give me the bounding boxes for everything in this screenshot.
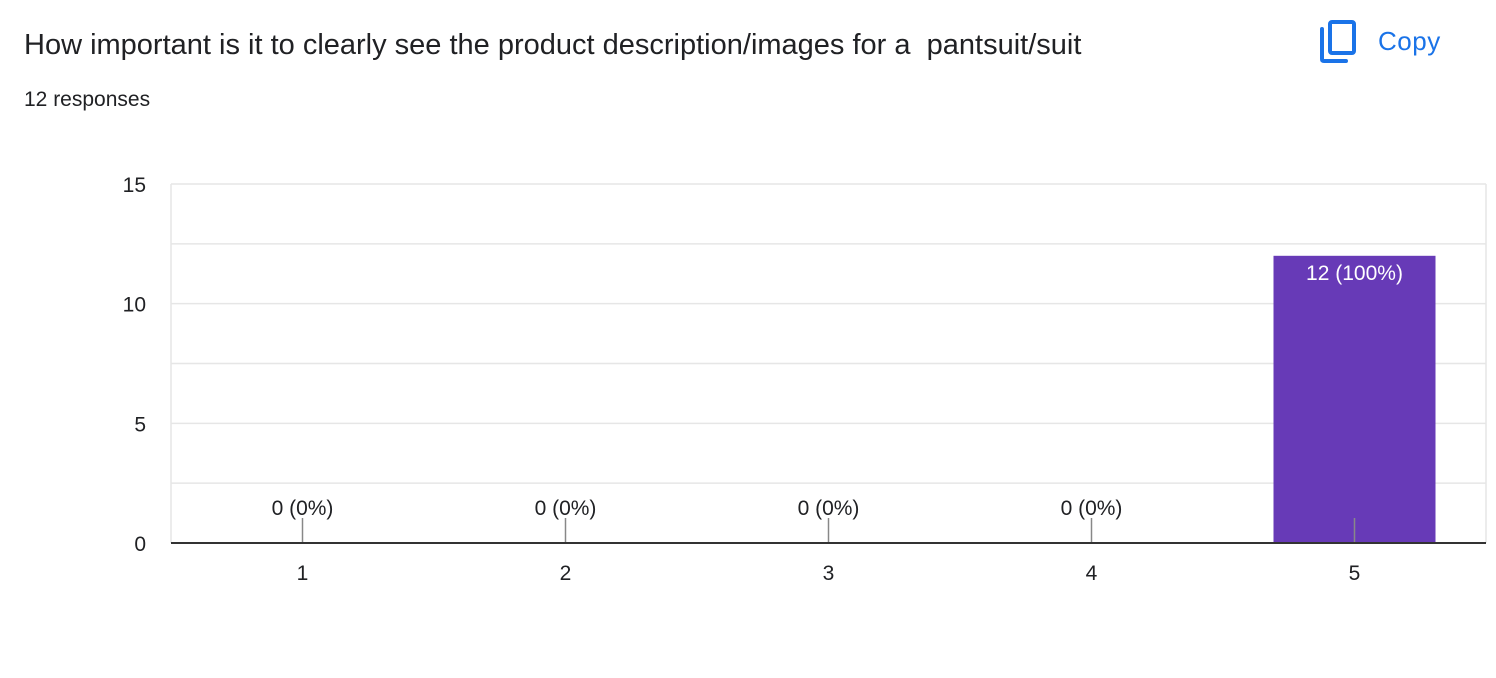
copy-icon bbox=[1320, 20, 1356, 63]
x-tick-label: 4 bbox=[1086, 562, 1098, 585]
question-title: How important is it to clearly see the p… bbox=[24, 29, 1082, 61]
data-label: 0 (0%) bbox=[1061, 497, 1123, 520]
data-label: 12 (100%) bbox=[1306, 262, 1403, 285]
y-tick-label: 0 bbox=[134, 533, 146, 556]
copy-label: Copy bbox=[1378, 25, 1441, 56]
x-tick-label: 5 bbox=[1349, 562, 1361, 585]
y-tick-label: 15 bbox=[123, 174, 146, 197]
bar[interactable] bbox=[1273, 255, 1436, 544]
x-tick-label: 3 bbox=[823, 562, 835, 585]
data-label: 0 (0%) bbox=[272, 497, 334, 520]
data-label: 0 (0%) bbox=[798, 497, 860, 520]
x-tick-label: 2 bbox=[560, 562, 572, 585]
data-label: 0 (0%) bbox=[535, 497, 597, 520]
x-tick-label: 1 bbox=[297, 562, 309, 585]
response-count: 12 responses bbox=[24, 88, 151, 111]
copy-button[interactable]: Copy bbox=[1318, 14, 1468, 68]
y-tick-label: 5 bbox=[134, 413, 146, 436]
y-tick-label: 10 bbox=[123, 294, 146, 317]
